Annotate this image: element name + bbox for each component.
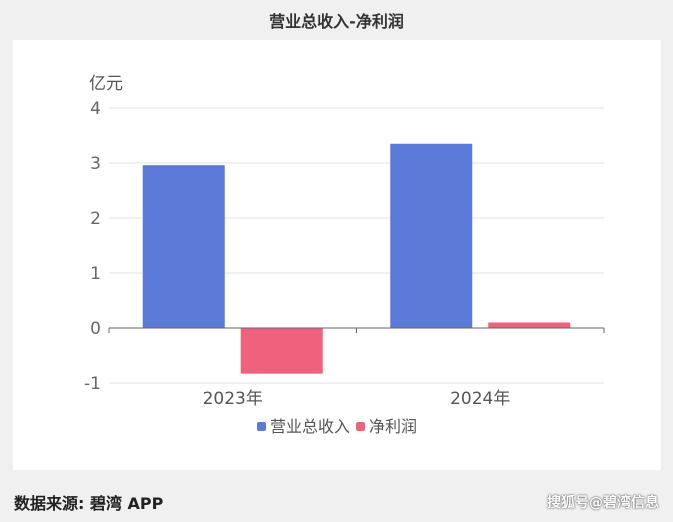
- bar-chart: -1 0 1 2 3 4 2023年 2024年 亿元 营业总收入 净利润: [84, 74, 605, 436]
- y-tick-label: 3: [90, 154, 101, 174]
- axis-layer: -1 0 1 2 3 4 2023年 2024年: [84, 99, 605, 409]
- bar-net-profit-2: [488, 322, 571, 328]
- chart-panel: -1 0 1 2 3 4 2023年 2024年 亿元 营业总收入 净利润: [13, 40, 661, 470]
- y-tick-label: 4: [90, 99, 101, 119]
- bar-revenue-1: [142, 165, 225, 328]
- brand-watermark: 搜狐号@碧湾信息: [547, 495, 659, 511]
- y-axis-label: 亿元: [89, 74, 123, 94]
- legend-swatch-2: [356, 422, 365, 431]
- x-tick-label: 2023年: [203, 389, 263, 409]
- legend-swatch-1: [257, 422, 266, 431]
- legend-label-1: 营业总收入: [270, 417, 350, 436]
- y-tick-label: 2: [90, 209, 101, 229]
- y-tick-label: 1: [90, 264, 101, 284]
- bar-revenue-2: [390, 143, 473, 328]
- x-tick-label: 2024年: [450, 389, 510, 409]
- y-tick-label: -1: [84, 374, 101, 394]
- legend: 营业总收入 净利润: [257, 417, 417, 436]
- legend-label-2: 净利润: [369, 417, 417, 436]
- bars-layer: [142, 143, 571, 374]
- data-source: 数据来源: 碧湾 APP: [14, 494, 164, 513]
- chart-title: 营业总收入-净利润: [269, 12, 404, 31]
- bar-net-profit-1: [240, 328, 323, 374]
- y-tick-label: 0: [90, 319, 101, 339]
